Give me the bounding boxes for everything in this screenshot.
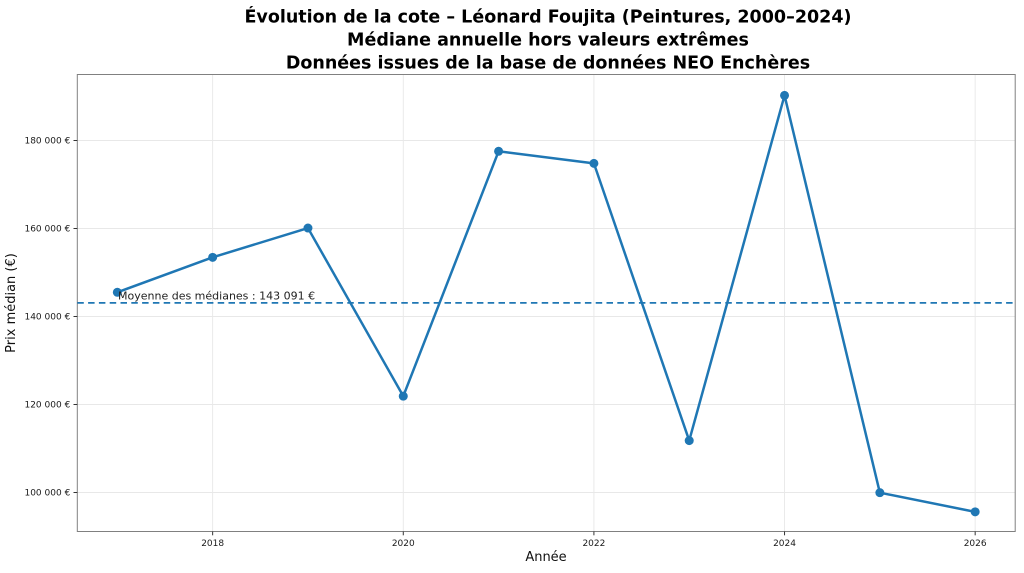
mean-line-annotation: Moyenne des médianes : 143 091 € [118,290,315,303]
y-tick-label: 140 000 € [24,313,70,323]
y-tick-label: 160 000 € [24,225,70,235]
y-axis-label: Prix médian (€) [4,253,19,353]
x-tick-label: 2024 [773,539,796,549]
data-point [303,223,313,233]
y-tick-label: 100 000 € [24,489,70,499]
median-price-line [116,94,977,514]
y-tick-label: 120 000 € [24,401,70,411]
data-point [970,507,980,517]
axis-ticks-layer: 2018 2020 2022 2024 2026 100 000 € 120 000 € 14… [24,137,986,549]
chart-title-line-1: Évolution de la cote – Léonard Foujita (… [244,6,851,28]
data-point [112,287,122,297]
chart-title-line-3: Données issues de la base de données NEO… [286,54,810,74]
data-point [875,488,885,498]
data-point [398,391,408,401]
data-point [589,158,599,168]
data-point [780,90,790,100]
x-tick-label: 2022 [582,539,605,549]
y-tick-label: 180 000 € [24,137,70,147]
chart-title-line-2: Médiane annuelle hors valeurs extrêmes [347,31,749,51]
data-point [684,436,694,446]
x-tick-label: 2026 [964,539,987,549]
data-point [494,146,504,156]
x-tick-label: 2020 [392,539,415,549]
data-point [208,252,218,262]
x-axis-label: Année [525,550,566,565]
series-layer [112,90,980,517]
x-tick-label: 2018 [201,539,224,549]
